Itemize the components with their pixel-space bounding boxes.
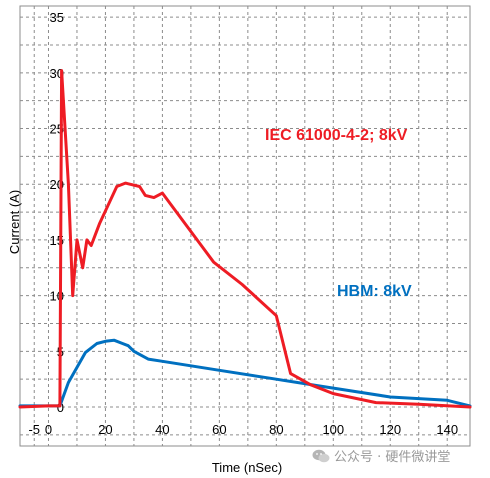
y-tick-label: 0	[57, 400, 64, 415]
watermark: 公众号 · 硬件微讲堂	[312, 446, 450, 465]
series-lines	[18, 69, 472, 409]
x-tick-label: 140	[436, 422, 458, 437]
y-axis-label: Current (A)	[7, 190, 22, 254]
grid-lines	[20, 6, 470, 446]
x-axis-label: Time (nSec)	[212, 460, 282, 475]
series-line-iec	[18, 69, 472, 409]
series-label-iec: IEC 61000-4-2; 8kV	[265, 127, 408, 144]
x-tick-label: 120	[379, 422, 401, 437]
x-tick-label: 100	[322, 422, 344, 437]
plot-frame	[19, 5, 471, 447]
series-label-hbm: HBM: 8kV	[337, 283, 412, 300]
watermark-text: 公众号 · 硬件微讲堂	[334, 450, 451, 465]
x-tick-label: 40	[155, 422, 169, 437]
x-tick-label: 20	[98, 422, 112, 437]
x-tick-label: 60	[212, 422, 226, 437]
x-tick-label: 0	[45, 422, 52, 437]
y-tick-label: 35	[50, 10, 64, 25]
wechat-icon	[312, 449, 330, 463]
x-tick-label: -5	[28, 422, 40, 437]
x-tick-label: 80	[269, 422, 283, 437]
x-axis-ticks: -5 0 20 40 60 80 100 120 140	[28, 422, 458, 437]
plot-border	[19, 5, 471, 447]
series-line-hbm	[18, 338, 472, 408]
